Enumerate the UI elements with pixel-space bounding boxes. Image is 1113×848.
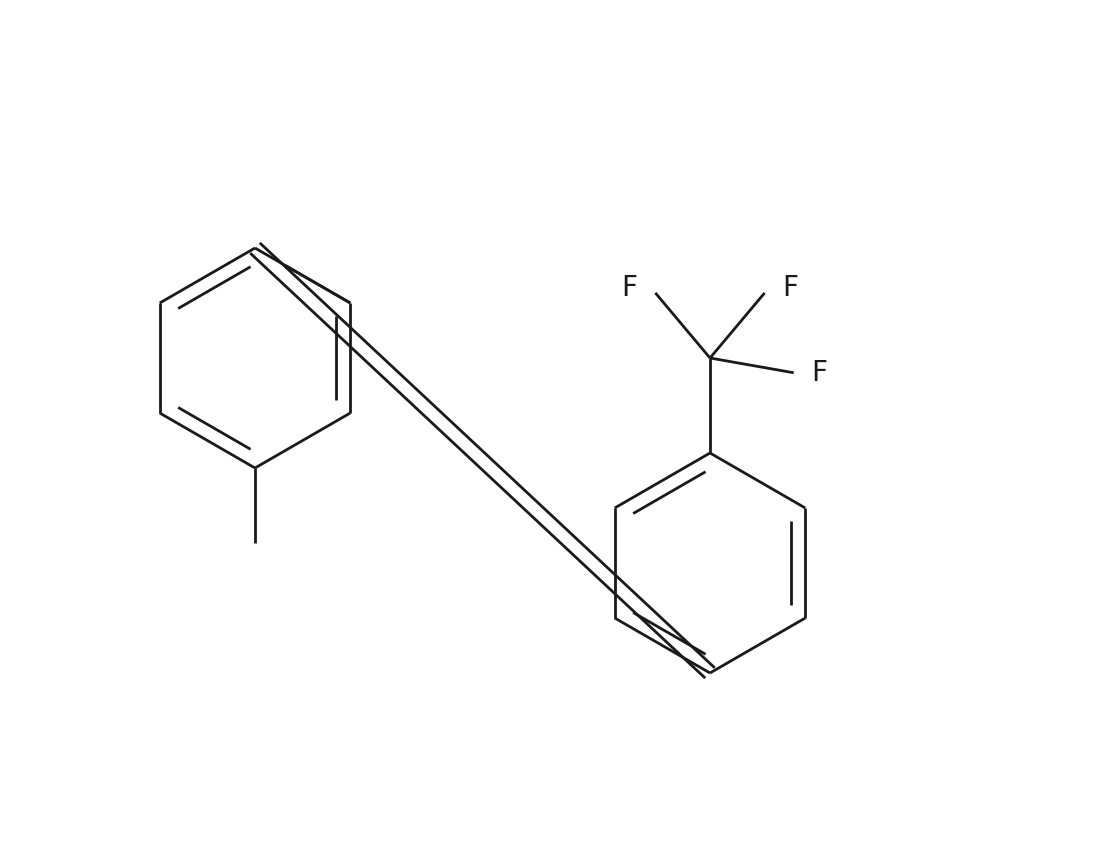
Text: F: F xyxy=(811,359,828,387)
Text: F: F xyxy=(621,274,638,302)
Text: F: F xyxy=(782,274,799,302)
